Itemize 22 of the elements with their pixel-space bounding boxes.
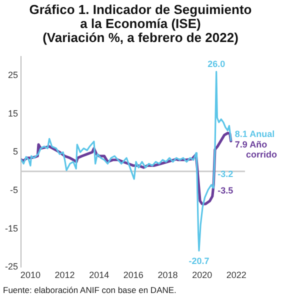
y-tick-label: 25 bbox=[8, 70, 18, 80]
text: 7.9 Año bbox=[234, 140, 268, 150]
x-tick-label: 2016 bbox=[123, 270, 144, 280]
x-tick-label: 2010 bbox=[20, 270, 40, 280]
y-tick-label: -15 bbox=[4, 223, 18, 234]
data-label: -3.5 bbox=[218, 185, 234, 196]
data-label: 26.0 bbox=[208, 59, 226, 70]
source-note: Fuente: elaboración ANIF con base en DANE. bbox=[2, 285, 178, 295]
data-label: -3.2 bbox=[218, 169, 234, 180]
x-tick-label: 2014 bbox=[89, 270, 110, 280]
chart-title: Gráfico 1. Indicador de Seguimiento a la Economía (ISE) (Variación %, a febrero de 2022) bbox=[28, 1, 253, 47]
x-tick-label: 2012 bbox=[54, 270, 75, 280]
y-tick-label: 5 bbox=[12, 146, 18, 157]
x-tick-label: 2018 bbox=[158, 270, 178, 280]
y-tick-label: -5 bbox=[10, 185, 18, 196]
data-label: -20.7 bbox=[188, 256, 210, 266]
x-tick-label: 2022 bbox=[226, 270, 246, 280]
y-tick-label: -25 bbox=[4, 262, 18, 272]
x-tick-label: 2020 bbox=[192, 270, 212, 280]
text: 8.1 Anual bbox=[234, 128, 275, 139]
text: corrido bbox=[246, 150, 277, 160]
y-tick-label: 15 bbox=[8, 108, 18, 118]
